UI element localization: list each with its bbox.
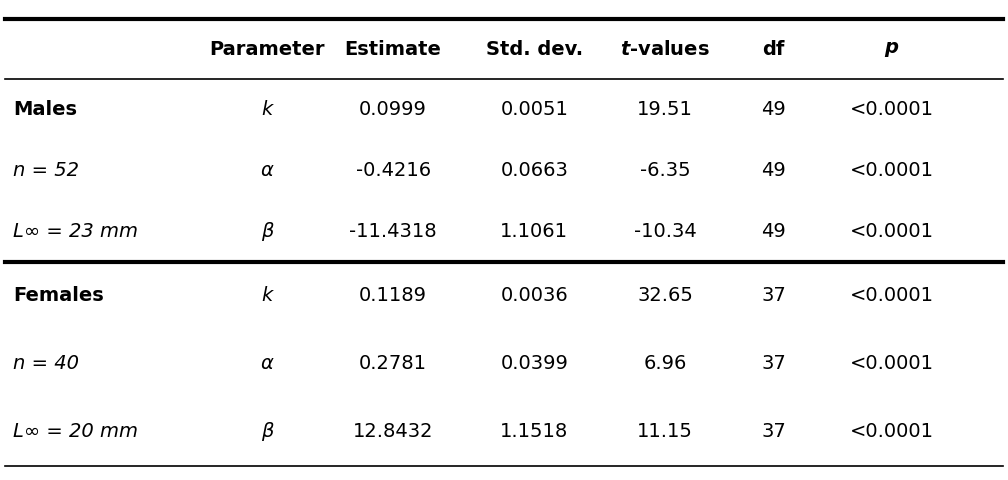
Text: 1.1518: 1.1518 (500, 422, 569, 441)
Text: 37: 37 (761, 286, 786, 305)
Text: Females: Females (13, 286, 104, 305)
Text: Parameter: Parameter (210, 40, 325, 59)
Text: 37: 37 (761, 354, 786, 373)
Text: df: df (762, 40, 785, 59)
Text: 37: 37 (761, 422, 786, 441)
Text: 12.8432: 12.8432 (353, 422, 433, 441)
Text: 0.0051: 0.0051 (500, 100, 569, 119)
Text: 49: 49 (761, 161, 786, 180)
Text: α: α (261, 354, 273, 373)
Text: k: k (261, 100, 273, 119)
Text: 49: 49 (761, 222, 786, 240)
Text: n = 52: n = 52 (13, 161, 79, 180)
Text: 0.0399: 0.0399 (500, 354, 569, 373)
Text: <0.0001: <0.0001 (850, 100, 934, 119)
Text: Males: Males (13, 100, 77, 119)
Text: 49: 49 (761, 100, 786, 119)
Text: -11.4318: -11.4318 (350, 222, 436, 240)
Text: α: α (261, 161, 273, 180)
Text: 32.65: 32.65 (637, 286, 694, 305)
Text: Std. dev.: Std. dev. (486, 40, 583, 59)
Text: 1.1061: 1.1061 (500, 222, 569, 240)
Text: <0.0001: <0.0001 (850, 161, 934, 180)
Text: <0.0001: <0.0001 (850, 222, 934, 240)
Text: 6.96: 6.96 (643, 354, 687, 373)
Text: 11.15: 11.15 (637, 422, 694, 441)
Text: 0.0663: 0.0663 (500, 161, 569, 180)
Text: 0.2781: 0.2781 (359, 354, 427, 373)
Text: 0.1189: 0.1189 (359, 286, 427, 305)
Text: 0.0036: 0.0036 (500, 286, 569, 305)
Text: $\bfit{p}$: $\bfit{p}$ (884, 40, 900, 59)
Text: <0.0001: <0.0001 (850, 286, 934, 305)
Text: -10.34: -10.34 (634, 222, 697, 240)
Text: -0.4216: -0.4216 (356, 161, 430, 180)
Text: $\bfit{t}$-values: $\bfit{t}$-values (621, 40, 710, 59)
Text: L∞ = 23 mm: L∞ = 23 mm (13, 222, 138, 240)
Text: <0.0001: <0.0001 (850, 422, 934, 441)
Text: n = 40: n = 40 (13, 354, 79, 373)
Text: 19.51: 19.51 (637, 100, 694, 119)
Text: k: k (261, 286, 273, 305)
Text: β: β (261, 422, 273, 441)
Text: β: β (261, 222, 273, 240)
Text: L∞ = 20 mm: L∞ = 20 mm (13, 422, 138, 441)
Text: -6.35: -6.35 (640, 161, 690, 180)
Text: 0.0999: 0.0999 (359, 100, 427, 119)
Text: <0.0001: <0.0001 (850, 354, 934, 373)
Text: Estimate: Estimate (345, 40, 442, 59)
